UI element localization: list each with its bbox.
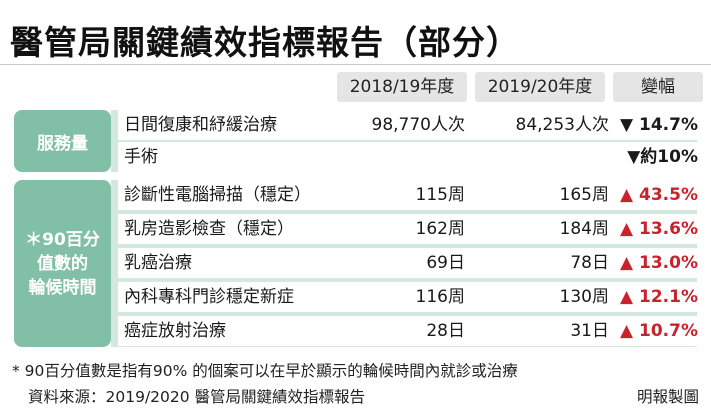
title-divider (0, 64, 711, 65)
table-row: 手術 ▼約10% (118, 142, 704, 172)
change-value: ▲ 12.1% (620, 287, 698, 307)
table-row: 日間復康和紓緩治療 98,770人次 84,253人次 ▼ 14.7% (118, 110, 704, 140)
group-label-line: 值數的 (36, 253, 88, 274)
value-2018: 115周 (415, 185, 465, 205)
value-2019: 31日 (570, 321, 609, 341)
change-value: ▲ 43.5% (620, 185, 698, 205)
row-label: 乳癌治療 (124, 253, 192, 273)
table-row: 乳房造影檢查（穩定） 162周 184周 ▲ 13.6% (118, 214, 704, 244)
value-2019: 184周 (559, 219, 609, 239)
report-title: 醫管局關鍵績效指標報告（部分） (10, 23, 520, 62)
value-2019: 84,253人次 (515, 115, 609, 135)
value-2018: 116周 (415, 287, 465, 307)
footnote: * 90百分值數是指有90% 的個案可以在早於顯示的輪候時間內就診或治療 (12, 362, 518, 380)
value-2019: 130周 (559, 287, 609, 307)
row-label: 乳房造影檢查（穩定） (124, 219, 294, 239)
table-row: 乳癌治療 69日 78日 ▲ 13.0% (118, 248, 704, 278)
header-2019: 2019/20年度 (475, 72, 605, 102)
value-2019: 165周 (559, 185, 609, 205)
change-value: ▲ 10.7% (620, 321, 698, 341)
credit-line: 明報製圖 (636, 388, 699, 406)
row-label: 內科專科門診穩定新症 (124, 287, 294, 307)
group-label-text: 服務量 (37, 133, 88, 154)
row-label: 診斷性電腦掃描（穩定） (124, 185, 311, 205)
group-label-line: 輪候時間 (28, 277, 97, 298)
value-2018: 28日 (426, 321, 465, 341)
value-2018: 98,770人次 (371, 115, 465, 135)
table-row: 癌症放射治療 28日 31日 ▲ 10.7% (118, 316, 704, 346)
row-label: 手術 (124, 147, 158, 167)
group-label-service-volume: 服務量 (14, 110, 111, 172)
change-value: ▼約10% (627, 147, 698, 167)
row-label: 日間復康和紓緩治療 (124, 115, 277, 135)
row-label: 癌症放射治療 (124, 321, 226, 341)
source-line: 資料來源：2019/2020 醫管局關鍵績效指標報告 (28, 388, 366, 406)
group-label-waiting-time: ＊90百分 值數的 輪候時間 (14, 180, 111, 347)
table-row: 內科專科門診穩定新症 116周 130周 ▲ 12.1% (118, 282, 704, 312)
change-value: ▼ 14.7% (620, 115, 698, 135)
header-2018: 2018/19年度 (337, 72, 467, 102)
table-row: 診斷性電腦掃描（穩定） 115周 165周 ▲ 43.5% (118, 180, 704, 210)
group-label-line: ＊90百分 (25, 229, 100, 250)
value-2018: 69日 (426, 253, 465, 273)
value-2019: 78日 (570, 253, 609, 273)
change-value: ▲ 13.0% (620, 253, 698, 273)
header-change: 變幅 (613, 72, 703, 102)
change-value: ▲ 13.6% (620, 219, 698, 239)
value-2018: 162周 (415, 219, 465, 239)
